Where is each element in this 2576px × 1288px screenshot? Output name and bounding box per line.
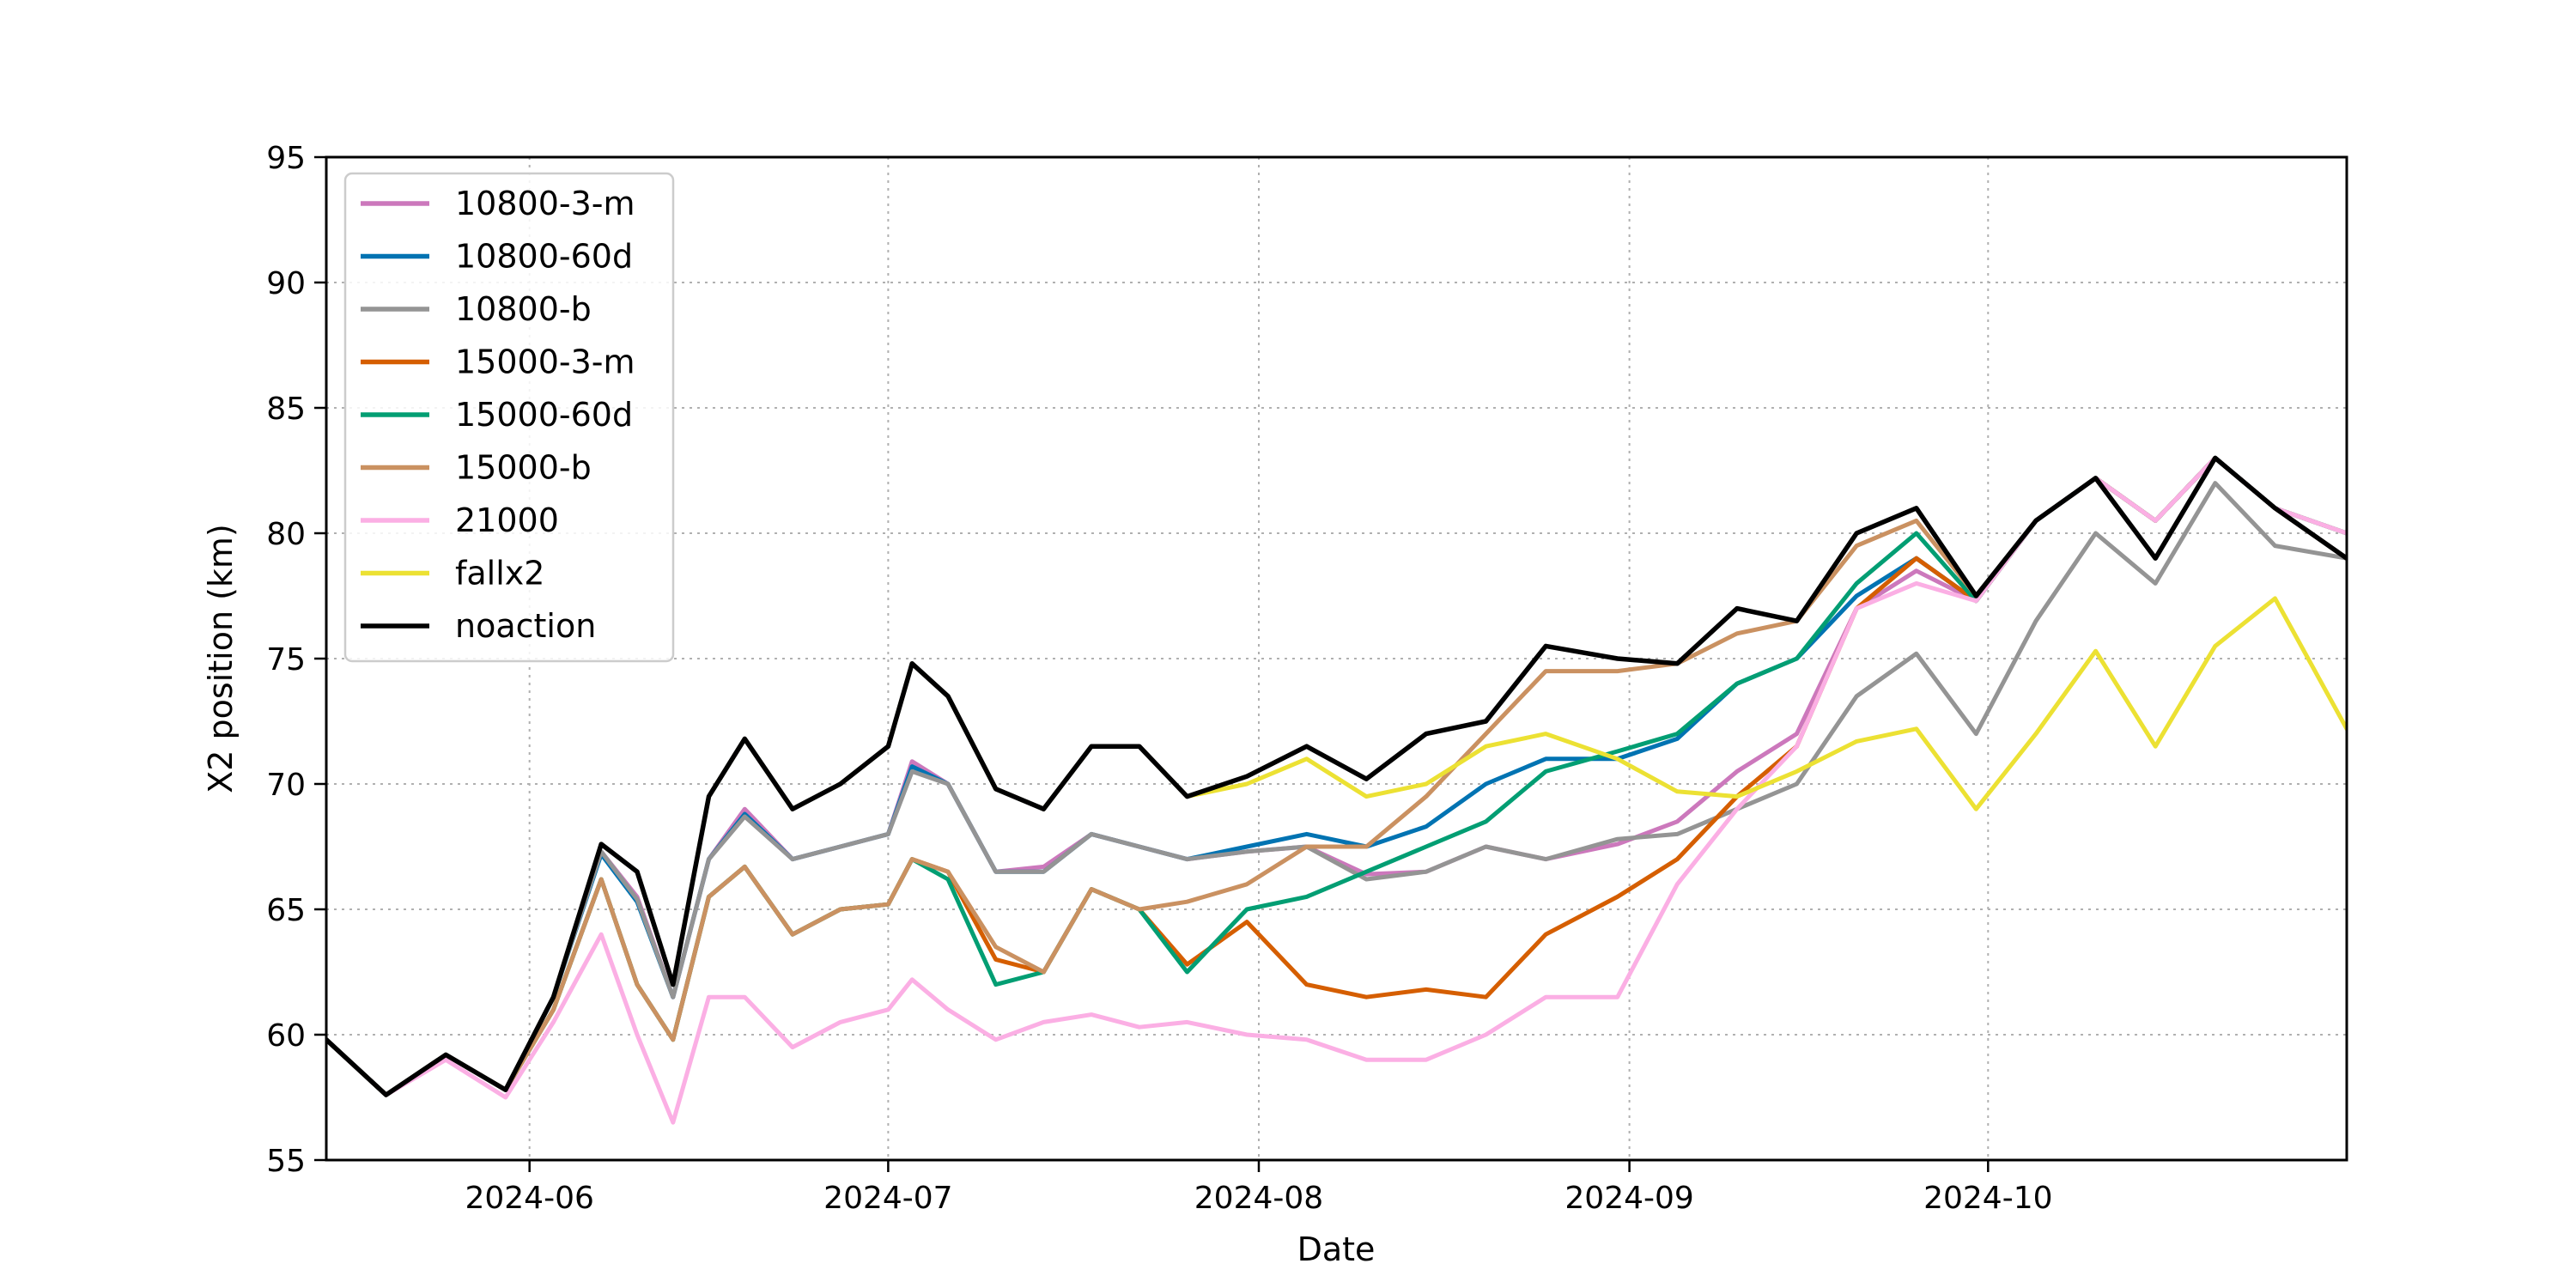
x-tick-label: 2024-08 bbox=[1194, 1181, 1323, 1216]
legend-label: 15000-b bbox=[455, 449, 592, 487]
x-tick-label: 2024-06 bbox=[465, 1181, 593, 1216]
x-axis-title: Date bbox=[1297, 1230, 1376, 1268]
legend-label: 15000-3-m bbox=[455, 343, 635, 381]
axes: 2024-06 2024-07 2024-08 2024-09 2024-10 55 60 6… bbox=[266, 141, 2052, 1216]
y-tick-label: 80 bbox=[266, 517, 306, 552]
series-line-10800-b bbox=[326, 481, 2347, 1097]
y-tick-label: 65 bbox=[266, 893, 306, 928]
series-group bbox=[326, 455, 2347, 1125]
legend-label: 10800-b bbox=[455, 290, 592, 328]
y-tick-label: 75 bbox=[266, 642, 306, 677]
legend-label: 10800-60d bbox=[455, 238, 633, 276]
series-lines bbox=[326, 455, 2347, 1125]
y-axis-title: X2 position (km) bbox=[202, 524, 240, 793]
y-tick-label: 85 bbox=[266, 392, 306, 427]
y-tick-label: 60 bbox=[266, 1018, 306, 1054]
y-tick-label: 55 bbox=[266, 1144, 306, 1179]
x-tick-label: 2024-09 bbox=[1564, 1181, 1693, 1216]
legend-label: noaction bbox=[455, 607, 596, 645]
legend-label: 21000 bbox=[455, 501, 559, 539]
grid bbox=[326, 157, 2347, 1160]
x-tick-label: 2024-07 bbox=[823, 1181, 952, 1216]
y-tick-label: 70 bbox=[266, 768, 306, 803]
legend-label: 15000-60d bbox=[455, 396, 633, 434]
legend: 10800-3-m 10800-60d 10800-b 15000-3-m 15000-… bbox=[343, 172, 675, 663]
legend-label: fallx2 bbox=[455, 555, 544, 592]
y-tick-label: 90 bbox=[266, 266, 306, 301]
y-tick-label: 95 bbox=[266, 141, 306, 176]
series-line-noaction bbox=[326, 455, 2347, 1097]
series-line-21000 bbox=[326, 455, 2347, 1125]
legend-label: 10800-3-m bbox=[455, 185, 635, 222]
legend-box bbox=[343, 172, 675, 663]
x-tick-label: 2024-10 bbox=[1923, 1181, 2052, 1216]
